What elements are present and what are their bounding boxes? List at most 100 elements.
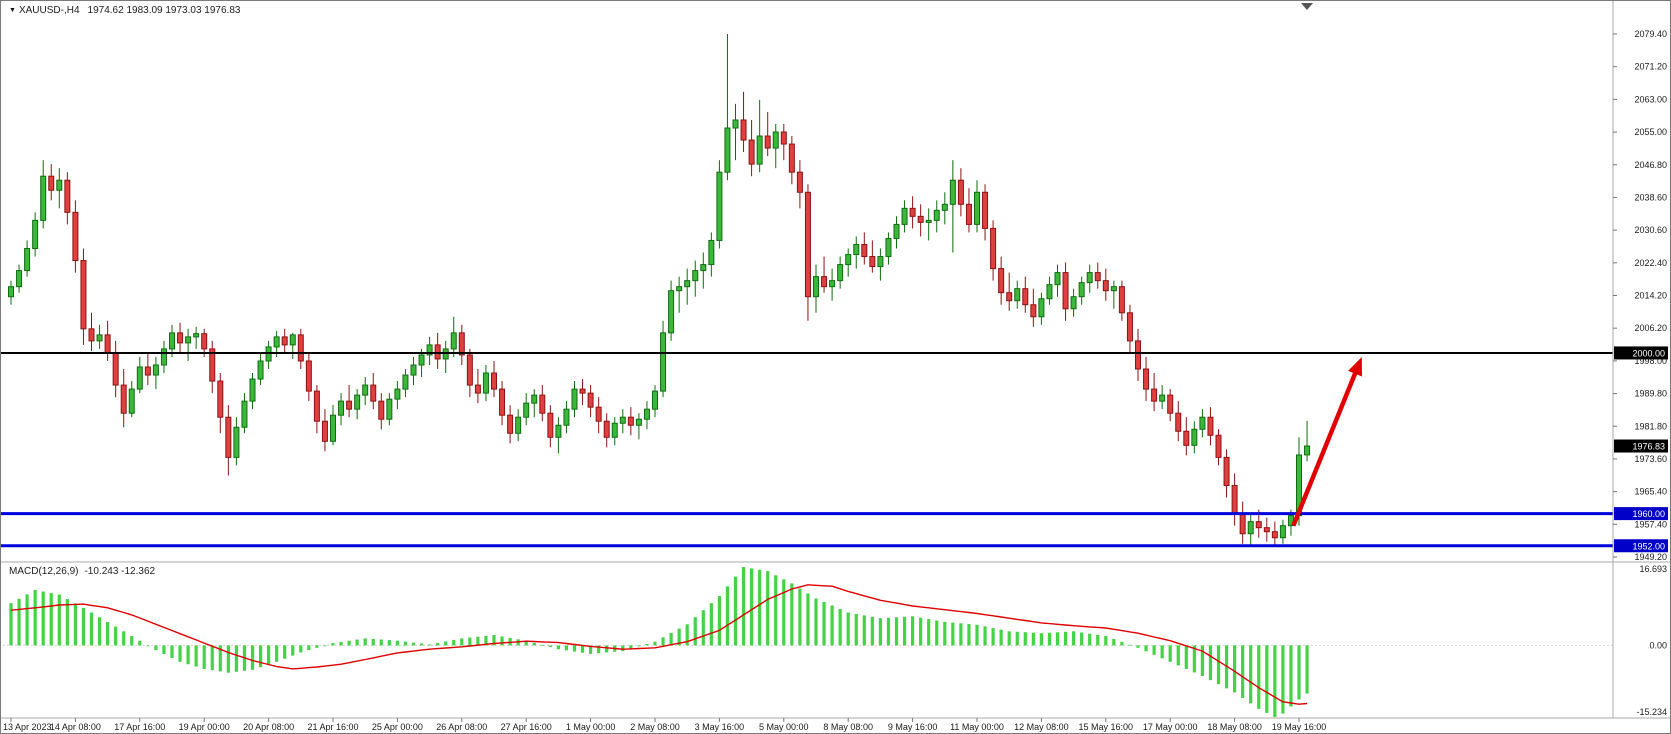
macd-bar [733,576,738,646]
time-axis-label: 19 Apr 00:00 [179,722,230,732]
macd-bar [331,643,335,646]
macd-bar [1104,636,1108,646]
price-axis-label: 1981.80 [1634,421,1667,431]
macd-bar [1297,645,1301,700]
candle [1030,304,1037,318]
price-axis-label: 1973.60 [1634,454,1667,464]
candle [1151,388,1158,402]
macd-bar [1184,645,1188,669]
candle [885,237,892,258]
candle [1304,445,1311,456]
arrow-head-icon[interactable] [1348,356,1362,377]
macd-bar [130,636,134,646]
macd-bar [1096,634,1100,646]
macd-bar [419,643,424,646]
candle [547,412,554,438]
price-level-badge [1614,507,1668,521]
candle [112,352,119,386]
candle [796,171,803,193]
price-axis-label: 2055.00 [1634,127,1667,137]
candle [893,223,900,239]
macd-bar [114,626,118,646]
candle [1126,312,1133,342]
macd-bar [709,603,713,646]
candle [120,384,127,414]
macd-bar [741,567,746,646]
candle [619,416,626,424]
macd-bar [371,638,375,646]
candle [160,348,167,366]
chart-shift-marker-icon[interactable] [1301,3,1313,10]
candle [652,390,658,410]
candle [523,402,530,418]
macd-bar [411,642,416,646]
macd-bar [484,635,488,646]
candle [201,333,208,350]
macd-bar [299,645,303,653]
macd-bar [170,645,174,658]
candle [289,334,296,346]
candle [193,333,200,338]
macd-bar [1080,632,1084,646]
time-axis-label: 5 May 00:00 [759,722,809,732]
macd-bar [862,615,866,646]
symbol-info: ▼ XAUUSD-,H4 1974.62 1983.09 1973.03 1976.… [9,5,240,16]
candle [297,334,304,362]
candle [587,392,594,408]
price-axis-label: 1949.20 [1634,552,1667,562]
time-axis-label: 11 May 00:00 [950,722,1004,732]
candle [845,254,852,266]
candle [144,366,151,376]
candle [56,179,63,191]
candle [225,416,232,458]
candle [418,354,425,366]
price-axis-label: 2030.60 [1634,225,1667,235]
candle [957,179,964,205]
macd-bar [814,598,818,646]
macd-bar [790,583,794,646]
candle [563,408,570,426]
candle [8,286,14,298]
macd-bar [1152,645,1156,655]
macd-bar [1072,631,1076,646]
candle [507,414,514,434]
candle [80,260,87,330]
price-axis-label: 2014.20 [1634,291,1667,301]
macd-bar [1305,645,1309,694]
macd-bar [1233,645,1237,693]
macd-bar [1289,645,1293,707]
macd-bar [1208,645,1213,681]
candle [764,135,771,149]
macd-bar [878,618,882,646]
candle [1167,394,1174,414]
macd-bar [830,605,834,646]
candle [48,175,55,191]
price-axis-label: 1998.00 [1634,356,1667,366]
candle [1159,394,1166,402]
macd-bar [902,616,907,646]
candle [426,344,433,356]
price-axis-label: 2038.60 [1634,192,1667,202]
candle [571,388,578,410]
time-axis-label: 17 May 00:00 [1143,722,1198,732]
candle [313,390,320,422]
candle [692,270,699,282]
macd-bar [870,616,874,646]
macd-bar [959,623,963,646]
candle [362,384,369,396]
candle [877,256,884,268]
arrow-shaft[interactable] [1291,365,1361,527]
candle [603,420,610,438]
candle [917,215,924,223]
candle [974,191,980,225]
time-axis-label: 14 Apr 08:00 [50,722,101,732]
macd-bar [725,586,730,646]
time-axis-label: 20 Apr 08:00 [243,722,294,732]
candle [442,348,449,360]
candle [410,364,417,376]
candlestick-series [8,34,1311,547]
symbol-dropdown-icon[interactable]: ▼ [9,7,16,14]
macd-histogram [9,567,1309,717]
candle [321,420,328,442]
